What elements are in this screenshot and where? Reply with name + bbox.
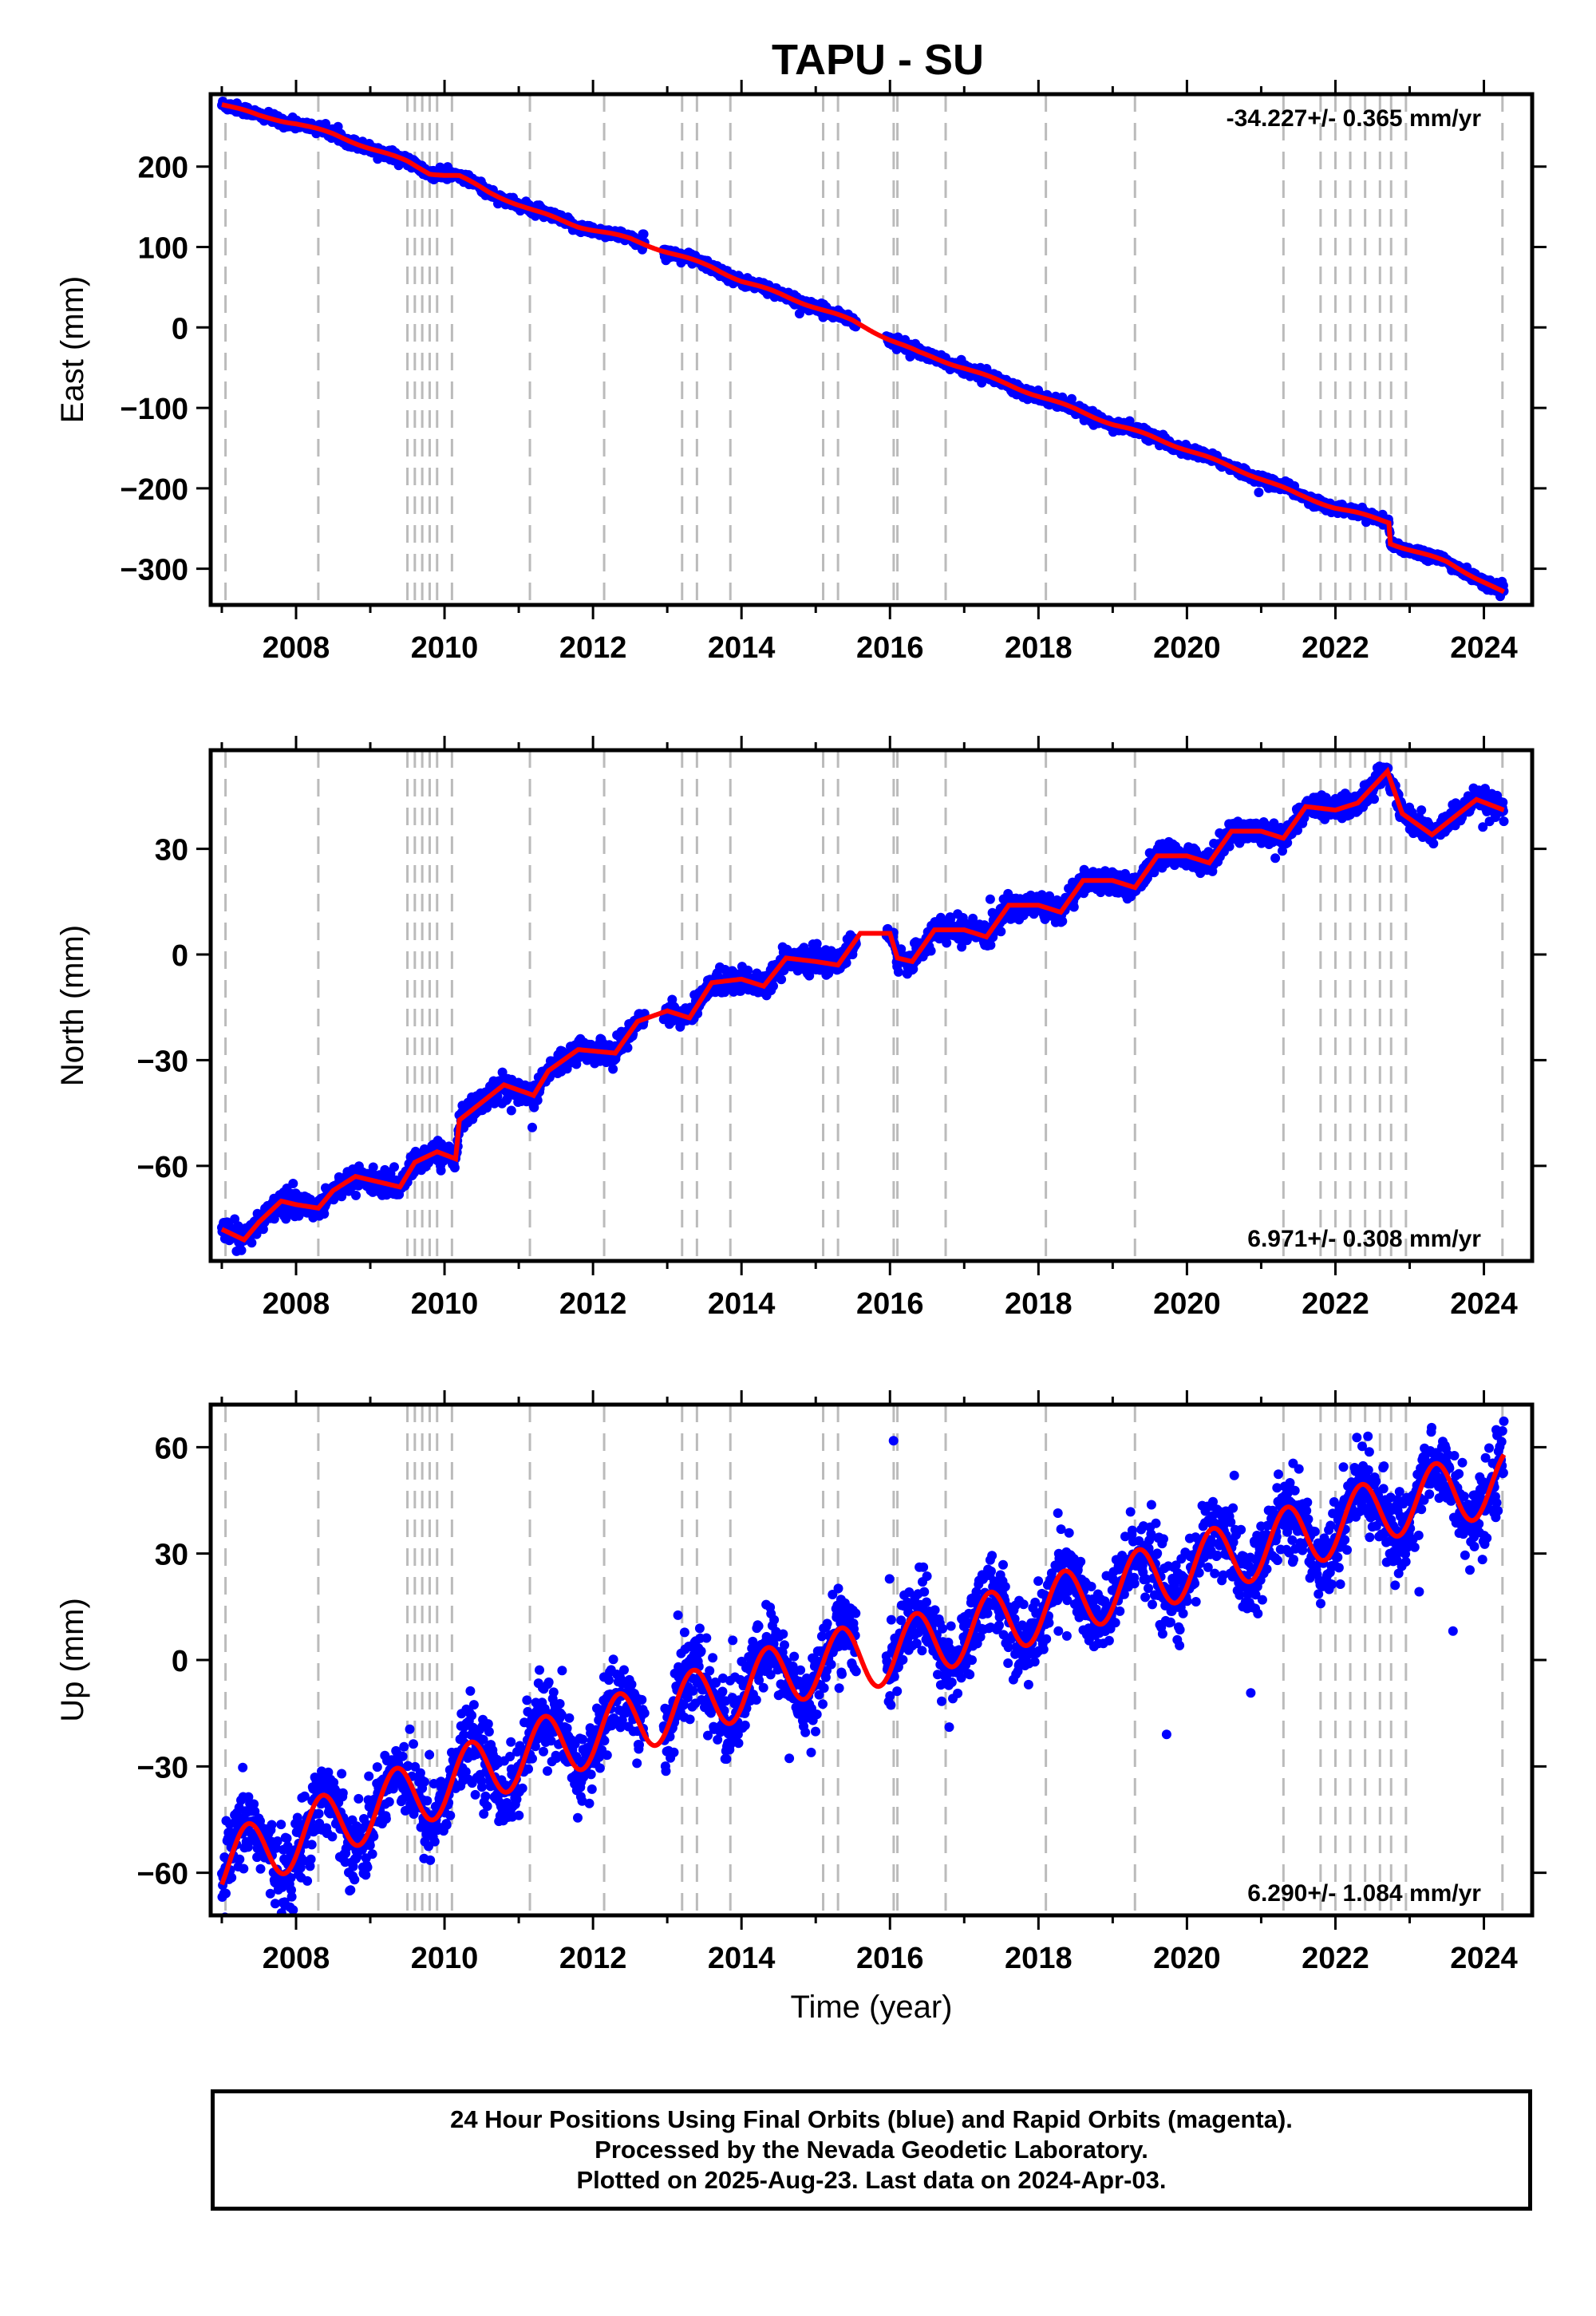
y-tick-label: 100 bbox=[138, 231, 188, 265]
data-point bbox=[622, 1042, 633, 1053]
y-tick-label: 0 bbox=[172, 312, 188, 346]
data-point bbox=[926, 946, 936, 956]
data-point bbox=[527, 1122, 537, 1132]
x-tick-label: 2016 bbox=[856, 631, 924, 665]
data-point bbox=[449, 1163, 460, 1173]
y-tick-label: −200 bbox=[120, 473, 188, 507]
data-point bbox=[532, 1095, 543, 1105]
data-point bbox=[236, 1245, 247, 1255]
data-point bbox=[1057, 916, 1068, 927]
data-point bbox=[319, 1209, 330, 1219]
panel-north: 2008 2010 2012 2014 2016 2018 2020 2022 2024300−… bbox=[55, 736, 1547, 1321]
observations-north bbox=[217, 761, 1509, 1256]
data-point bbox=[942, 938, 952, 948]
data-point bbox=[743, 965, 753, 975]
observations-east bbox=[217, 97, 1509, 602]
model-line-east bbox=[221, 102, 1506, 595]
data-point bbox=[638, 229, 649, 239]
x-tick-label: 2018 bbox=[1005, 631, 1073, 665]
panel-east: 2008 2010 2012 2014 2016 2018 2020 2022 2024 200 1… bbox=[55, 80, 1547, 665]
data-point bbox=[985, 894, 995, 904]
time-series-panels: 2008 2010 2012 2014 2016 2018 2020 2022 2024 200 1… bbox=[55, 80, 1547, 2025]
data-point bbox=[436, 1165, 446, 1176]
data-point bbox=[1067, 393, 1077, 404]
x-tick-label: 2012 bbox=[559, 631, 627, 665]
data-point bbox=[351, 1190, 361, 1200]
data-point bbox=[368, 1162, 378, 1172]
data-point bbox=[529, 1102, 539, 1113]
data-point bbox=[506, 1105, 516, 1116]
x-tick-label: 2024 bbox=[1450, 631, 1518, 665]
x-tick-label: 2008 bbox=[263, 631, 330, 665]
y-tick-label: −100 bbox=[120, 393, 188, 426]
data-point bbox=[768, 981, 778, 991]
data-point bbox=[389, 1162, 399, 1172]
data-point bbox=[893, 966, 903, 977]
data-point bbox=[1069, 902, 1079, 912]
data-point bbox=[288, 1179, 298, 1188]
data-point bbox=[247, 1238, 257, 1248]
x-tick-label: 2022 bbox=[1302, 631, 1369, 665]
x-tick-label: 2020 bbox=[1153, 631, 1221, 665]
data-point bbox=[337, 1192, 347, 1202]
data-point bbox=[776, 974, 787, 985]
plot-frame bbox=[208, 92, 1535, 607]
rate-annotation: -34.227+/- 0.365 mm/yr bbox=[1227, 105, 1482, 132]
chart-title: TAPU - SU bbox=[772, 36, 984, 84]
data-point bbox=[608, 1064, 618, 1074]
data-point bbox=[1254, 488, 1264, 497]
data-point bbox=[996, 927, 1006, 937]
x-tick-label: 2010 bbox=[411, 631, 479, 665]
y-tick-label: 200 bbox=[138, 152, 188, 185]
y-tick-label: −300 bbox=[120, 554, 188, 587]
y-axis-label: East (mm) bbox=[55, 276, 90, 423]
x-tick-label: 2014 bbox=[708, 631, 776, 665]
